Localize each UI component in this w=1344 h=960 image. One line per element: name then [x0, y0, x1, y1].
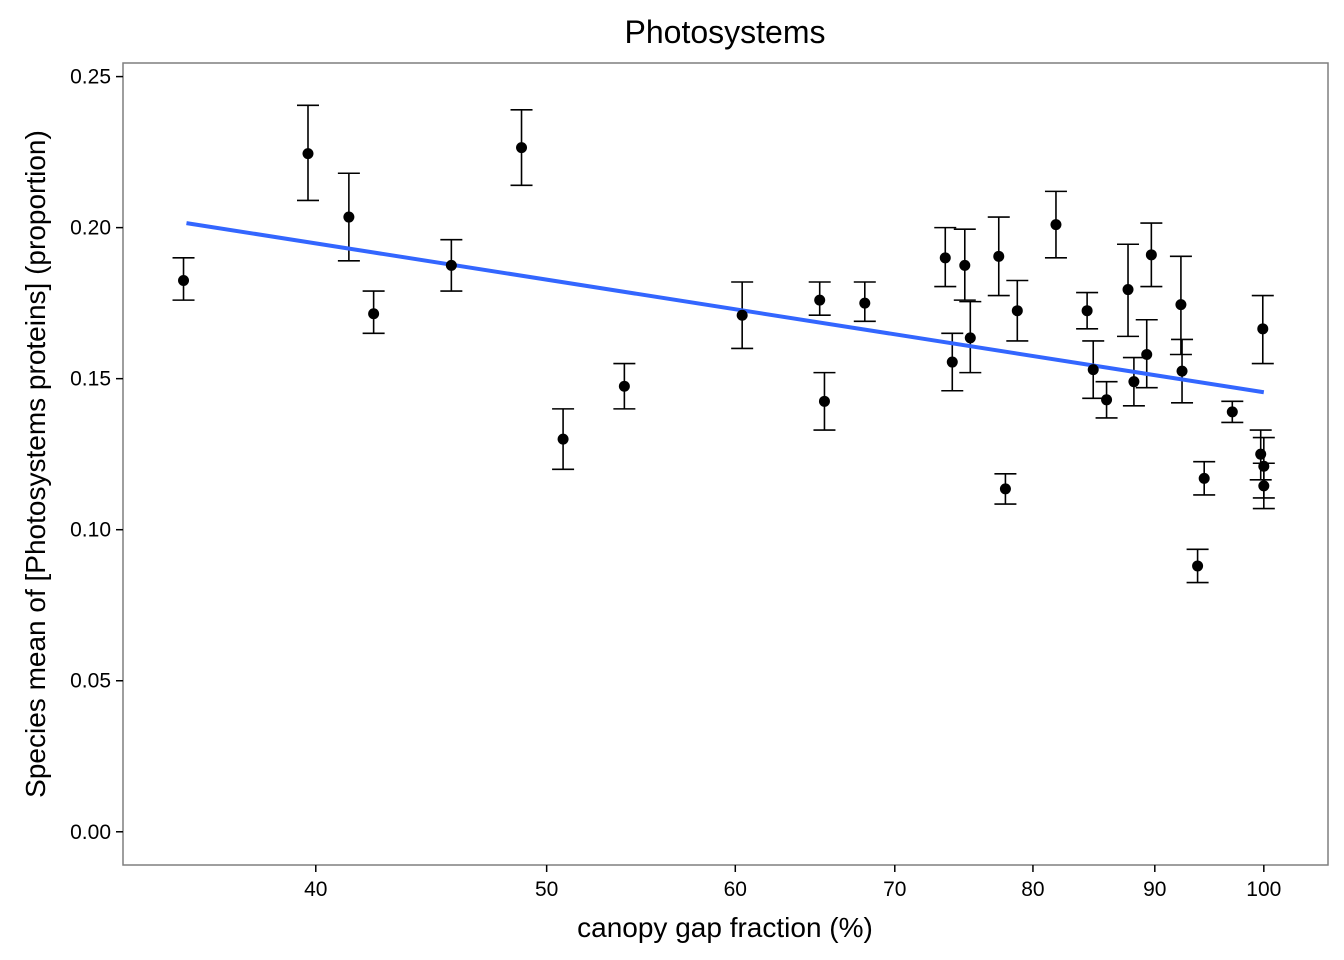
y-tick-label: 0.25	[70, 66, 111, 89]
data-point	[939, 252, 951, 264]
x-tick-label: 50	[535, 878, 558, 901]
x-tick-label: 70	[883, 878, 906, 901]
data-point	[1122, 284, 1134, 296]
data-point	[1255, 448, 1267, 460]
trend-line-group	[186, 221, 1265, 395]
data-point	[557, 433, 569, 445]
data-point	[516, 142, 528, 154]
plot-panel-frame	[122, 62, 1329, 866]
data-point	[1145, 249, 1157, 261]
data-point	[178, 274, 190, 286]
y-axis-title: Species mean of [Photosystems proteins] …	[20, 130, 51, 798]
data-points	[178, 142, 1270, 572]
data-point	[1226, 406, 1238, 418]
x-tick-label: 100	[1246, 878, 1281, 901]
data-point	[1258, 480, 1270, 492]
data-point	[1175, 299, 1187, 311]
x-tick-label: 60	[724, 878, 747, 901]
chart-title: Photosystems	[625, 14, 826, 50]
data-point	[1087, 364, 1099, 376]
data-point	[1081, 305, 1093, 317]
data-point	[1011, 305, 1023, 317]
trend-line	[186, 221, 1265, 395]
data-point	[736, 309, 748, 321]
y-tick-label: 0.00	[70, 821, 111, 844]
y-tick-label: 0.10	[70, 519, 111, 542]
data-point	[1101, 394, 1113, 406]
data-point	[445, 259, 457, 271]
data-point	[814, 294, 826, 306]
y-tick-label: 0.15	[70, 368, 111, 391]
data-point	[343, 211, 355, 223]
data-point	[999, 483, 1011, 495]
data-point	[1258, 460, 1270, 472]
x-tick-label: 40	[304, 878, 327, 901]
y-tick-label: 0.05	[70, 670, 111, 693]
y-tick-label: 0.20	[70, 217, 111, 240]
data-point	[1141, 348, 1153, 360]
data-point	[302, 148, 314, 160]
data-point	[618, 380, 630, 392]
data-point	[1050, 219, 1062, 231]
x-tick-label: 80	[1021, 878, 1044, 901]
data-point	[1176, 365, 1188, 377]
data-point	[946, 356, 958, 368]
y-axis: 0.00 0.05 0.10 0.15 0.20 0.25	[70, 66, 123, 844]
data-point	[1257, 323, 1269, 335]
data-point	[993, 250, 1005, 262]
data-point	[859, 297, 871, 309]
data-point	[1192, 560, 1204, 572]
data-point	[1128, 376, 1140, 388]
data-point	[959, 259, 971, 271]
x-axis: 40 50 60 70 80 90 100	[304, 865, 1281, 901]
x-tick-label: 90	[1143, 878, 1166, 901]
data-point	[818, 395, 830, 407]
data-point	[368, 308, 380, 320]
error-bars	[172, 104, 1275, 584]
data-point	[964, 332, 976, 344]
data-point	[1198, 472, 1210, 484]
x-axis-title: canopy gap fraction (%)	[577, 912, 873, 943]
